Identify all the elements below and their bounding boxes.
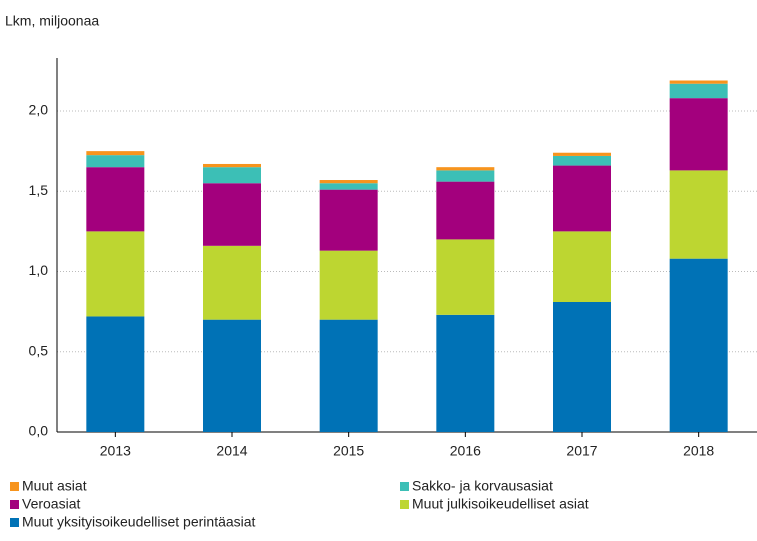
bar-segment [553,152,611,156]
x-tick-label: 2013 [100,443,131,459]
legend-swatch [10,500,19,509]
x-tick-label: 2017 [566,443,597,459]
legend-label: Muut yksityisoikeudelliset perintäasiat [22,514,256,530]
bar-segment [553,165,611,232]
bar-segment [203,245,261,320]
bar-segment [553,155,611,166]
bar-segment [319,250,378,320]
legend-swatch [10,482,19,491]
x-tick-label: 2015 [333,443,364,459]
legend-swatch [10,518,19,527]
legend-label: Veroasiat [22,496,80,512]
bar-segment [436,170,495,182]
bar-segment [436,167,495,171]
bar-segment [203,163,261,168]
bar-segment [203,167,261,184]
bar-segment [86,167,145,232]
x-tick-label: 2014 [216,443,247,459]
bar-segment [436,181,495,240]
bar-segment [86,151,145,156]
bar-segment [669,258,728,432]
bar-segment [436,239,495,315]
bar-segment [553,301,611,432]
y-tick-label: 0,0 [29,423,49,439]
bar-segment [203,183,261,246]
bar-segment [86,155,145,168]
bar-segment [203,319,261,432]
y-tick-label: 1,0 [29,262,49,278]
legend-label: Muut julkisoikeudelliset asiat [412,496,589,512]
bar-segment [319,189,378,251]
bar-segment [669,80,728,84]
bar-segment [86,316,145,432]
y-tick-label: 2,0 [29,102,49,118]
bar-segment [86,231,145,317]
bar-segment [669,98,728,171]
bar-segment [669,83,728,99]
legend-swatch [400,482,409,491]
legend-swatch [400,500,409,509]
bar-segment [669,170,728,259]
legend-label: Muut asiat [22,478,87,494]
bar-segment [436,314,495,432]
x-tick-label: 2018 [683,443,714,459]
bar-segment [319,183,378,190]
bar-segment [319,319,378,432]
y-tick-label: 0,5 [29,342,49,358]
bar-segment [319,180,378,184]
x-tick-label: 2016 [450,443,481,459]
y-axis-label: Lkm, miljoonaa [5,13,99,29]
y-tick-label: 1,5 [29,182,49,198]
legend-label: Sakko- ja korvausasiat [412,478,553,494]
bar-segment [553,231,611,302]
